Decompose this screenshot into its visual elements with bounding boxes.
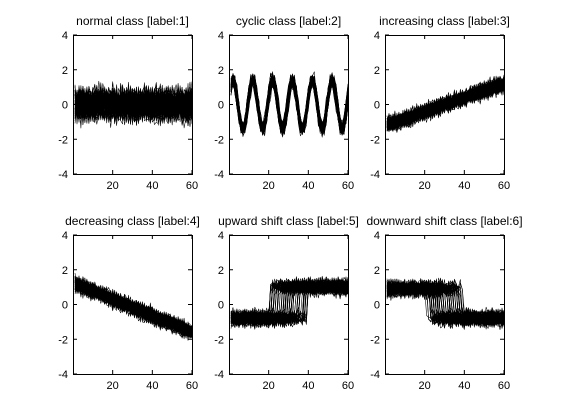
x-tick-label: 40	[302, 380, 314, 392]
series-line	[230, 76, 348, 135]
series-line	[74, 281, 192, 335]
y-tick-label: -4	[370, 369, 380, 381]
chart-title: upward shift class [label:5]	[218, 214, 359, 228]
y-tick-label: 4	[374, 230, 380, 242]
series-line	[74, 89, 192, 129]
y-tick-label: 0	[218, 100, 224, 112]
y-tick-label: -4	[214, 369, 224, 381]
x-tick-label: 60	[342, 380, 354, 392]
x-tick-label: 60	[342, 180, 354, 192]
y-tick-label: 4	[374, 30, 380, 42]
y-tick-label: 0	[62, 100, 68, 112]
y-tick-label: -2	[214, 134, 224, 146]
series-line	[74, 91, 192, 126]
y-tick-label: 4	[218, 230, 224, 242]
y-tick-label: -2	[58, 334, 68, 346]
chart-title: downward shift class [label:6]	[366, 214, 522, 228]
y-tick-label: 4	[218, 30, 224, 42]
x-tick-label: 40	[146, 180, 158, 192]
y-tick-label: 2	[374, 265, 380, 277]
chart-panel-6: -4 -2 0 2 4 20 40 60 downward shift class [label…	[366, 214, 522, 392]
x-tick-label: 60	[186, 180, 198, 192]
series-group	[74, 273, 192, 341]
y-tick-label: 0	[62, 300, 68, 312]
series-group	[386, 74, 504, 133]
chart-title: cyclic class [label:2]	[236, 14, 341, 28]
x-tick-label: 20	[263, 180, 275, 192]
series-line	[230, 279, 348, 323]
y-tick-label: 2	[62, 265, 68, 277]
series-line	[230, 74, 348, 136]
y-tick-label: 0	[374, 300, 380, 312]
y-tick-label: 2	[218, 265, 224, 277]
x-tick-label: 20	[419, 180, 431, 192]
x-tick-label: 60	[498, 180, 510, 192]
chart-panel-2: -4 -2 0 2 4 20 40 60 cyclic class [label:2]	[214, 14, 354, 192]
chart-title: increasing class [label:3]	[379, 14, 510, 28]
y-tick-label: 4	[62, 30, 68, 42]
y-tick-label: 2	[62, 65, 68, 77]
series-group	[230, 71, 348, 138]
series-line	[74, 88, 192, 121]
axes-box	[385, 235, 505, 375]
series-line	[386, 278, 504, 326]
series-line	[230, 74, 348, 137]
x-tick-label: 40	[458, 180, 470, 192]
series-line	[386, 79, 504, 125]
x-tick-label: 60	[498, 380, 510, 392]
x-tick-label: 20	[107, 380, 119, 392]
series-group	[74, 80, 192, 129]
x-tick-label: 60	[186, 380, 198, 392]
series-line	[74, 276, 192, 336]
y-tick-label: -2	[214, 334, 224, 346]
series-line	[386, 281, 504, 325]
chart-panel-4: -4 -2 0 2 4 20 40 60 decreasing class [label:4]	[58, 214, 200, 392]
chart-panel-1: -4 -2 0 2 4 20 40 60 normal class [label:1]	[58, 14, 198, 192]
series-line	[386, 83, 504, 126]
x-tick-label: 40	[302, 180, 314, 192]
y-tick-label: -2	[370, 334, 380, 346]
series-line	[230, 281, 348, 328]
x-tick-label: 40	[458, 380, 470, 392]
y-tick-label: -4	[58, 169, 68, 181]
series-line	[386, 80, 504, 130]
x-tick-label: 20	[263, 380, 275, 392]
series-line	[74, 87, 192, 122]
series-group	[386, 277, 504, 330]
y-tick-label: 4	[62, 230, 68, 242]
series-line	[230, 279, 348, 329]
y-tick-label: -4	[58, 369, 68, 381]
y-tick-label: 2	[218, 65, 224, 77]
y-tick-label: 0	[218, 300, 224, 312]
y-tick-label: -4	[214, 169, 224, 181]
y-tick-label: -2	[370, 134, 380, 146]
y-tick-label: 0	[374, 100, 380, 112]
x-tick-label: 20	[107, 180, 119, 192]
chart-title: normal class [label:1]	[76, 14, 189, 28]
series-line	[74, 280, 192, 338]
y-tick-label: -2	[58, 134, 68, 146]
series-group	[230, 275, 348, 330]
chart-title: decreasing class [label:4]	[65, 214, 200, 228]
x-tick-label: 40	[146, 380, 158, 392]
chart-panel-5: -4 -2 0 2 4 20 40 60 upward shift class [label:5…	[214, 214, 359, 392]
x-tick-label: 20	[419, 380, 431, 392]
series-line	[230, 279, 348, 326]
chart-panel-3: -4 -2 0 2 4 20 40 60 increasing class [label:3]	[370, 14, 510, 192]
y-tick-label: 2	[374, 65, 380, 77]
y-tick-label: -4	[370, 169, 380, 181]
